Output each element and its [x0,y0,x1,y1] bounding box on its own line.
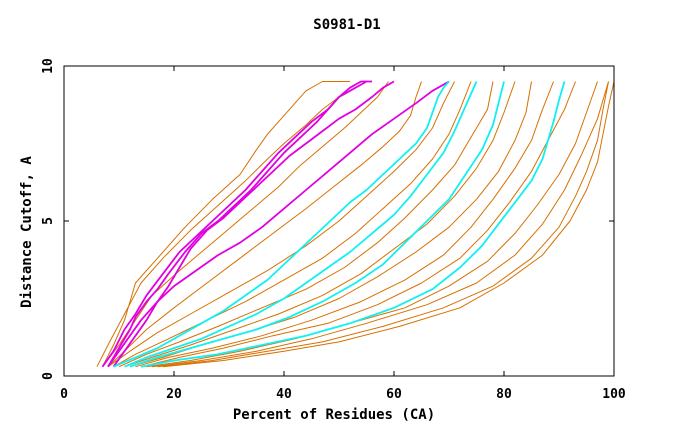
series-line-magenta-3 [112,80,395,368]
series-line-orange-2 [96,81,367,367]
series-line-magenta-2 [101,80,367,368]
y-tick-label: 5 [41,217,56,225]
y-tick-label: 0 [41,372,56,380]
series-line-cyan-1 [113,80,450,368]
x-tick-label: 60 [386,387,402,402]
x-axis-label: Percent of Residues (CA) [233,407,435,423]
series-line-orange-14 [157,81,609,368]
series-line-cyan-2 [124,81,478,368]
series-line-cyan-3 [129,81,505,368]
series-line-orange-15 [162,81,615,368]
x-tick-label: 40 [276,387,292,402]
series-line-orange-10 [135,81,554,368]
chart-title: S0981-D1 [313,17,380,33]
series-line-orange-1 [102,81,350,367]
x-tick-label: 100 [602,387,626,402]
series-line-orange-13 [151,81,609,368]
series-line-orange-4 [107,81,422,368]
y-axis-label: Distance Cutoff, A [19,156,35,308]
series-layer [96,80,615,368]
series-line-orange-5 [107,81,455,368]
tick-layer: 0 20 40 60 80 100 0 5 10 [41,58,626,402]
y-tick-label: 10 [41,58,56,74]
series-line-magenta-4 [107,80,450,368]
series-line-orange-12 [146,81,598,368]
series-line-orange-8 [124,81,516,368]
series-line-cyan-4 [140,81,566,368]
x-tick-label: 80 [496,387,512,402]
series-line-orange-3 [102,81,389,368]
x-tick-label: 0 [60,387,68,402]
series-line-orange-6 [113,81,472,368]
x-tick-label: 20 [166,387,182,402]
series-line-orange-7 [118,81,494,368]
series-line-orange-11 [140,81,576,368]
